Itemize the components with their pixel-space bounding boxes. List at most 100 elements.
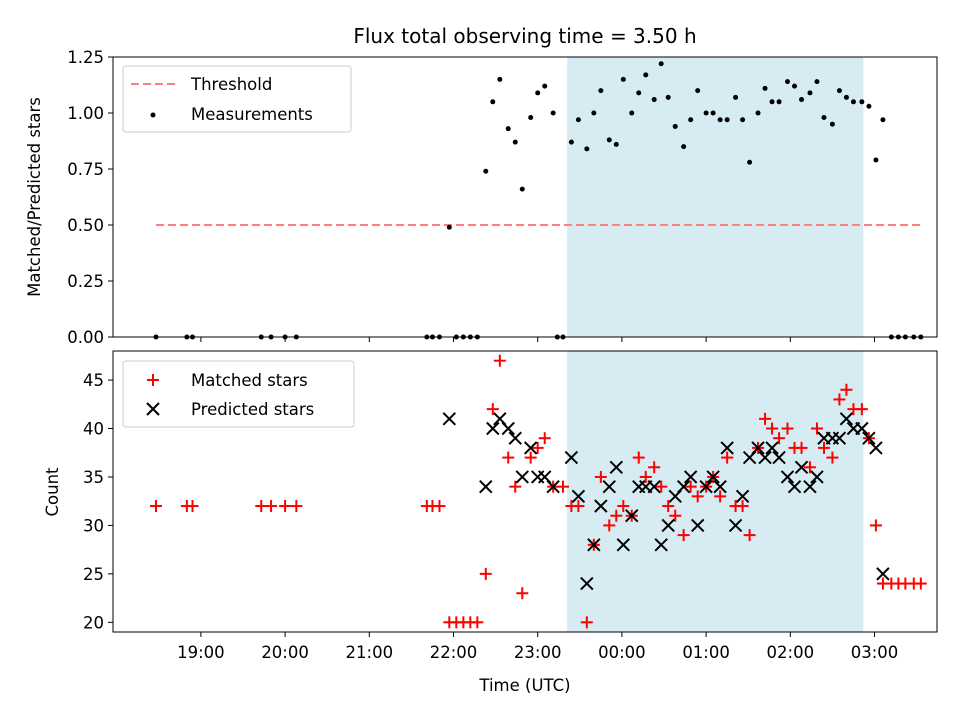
x-tick-label: 22:00 <box>430 643 478 662</box>
matched-star-point <box>655 480 668 493</box>
matched-star-point <box>662 500 675 513</box>
predicted-star-point <box>546 479 560 494</box>
measurement-point <box>483 168 489 174</box>
x-axis-label: Time (UTC) <box>478 676 570 695</box>
legend-predicted-label: Predicted stars <box>191 400 314 419</box>
top-y-tick-label: 1.25 <box>67 48 104 67</box>
predicted-star-point <box>706 470 720 484</box>
measurement-point <box>568 139 574 145</box>
measurement-point <box>807 90 813 96</box>
bottom-legend-box <box>122 360 355 428</box>
matched-star-point <box>773 432 786 445</box>
measurement-point <box>613 141 619 147</box>
matched-star-point <box>648 461 661 474</box>
matched-star-point <box>632 451 645 464</box>
matched-star-point <box>669 509 682 522</box>
top-y-tick-label: 0.50 <box>67 216 104 235</box>
predicted-star-point <box>803 479 817 494</box>
matched-star-point <box>150 500 162 513</box>
top-x-ticks <box>200 337 876 342</box>
top-observing-band <box>567 57 864 337</box>
measurement-point <box>606 137 612 143</box>
matched-star-point <box>914 577 927 590</box>
measurement-point <box>658 61 664 67</box>
matched-star-point <box>493 354 506 367</box>
x-tick-label: 01:00 <box>682 643 730 662</box>
measurement-point <box>651 97 657 103</box>
predicted-star-point <box>676 479 691 494</box>
matched-star-point <box>743 529 756 542</box>
measurement-point <box>446 224 452 230</box>
predicted-star-point <box>699 479 713 494</box>
matched-star-point <box>684 480 697 493</box>
bottom-y-tick-label: 35 <box>83 468 104 487</box>
matched-star-point <box>516 587 529 600</box>
predicted-star-point <box>728 518 743 533</box>
predicted-star-point <box>442 412 457 426</box>
measurement-point <box>836 88 842 94</box>
matched-star-point <box>736 500 749 513</box>
matched-star-point <box>471 616 484 629</box>
matched-star-point <box>610 509 623 522</box>
predicted-star-point <box>720 441 734 455</box>
measurement-point <box>733 94 739 100</box>
predicted-star-point <box>869 441 883 455</box>
measurement-point <box>643 72 649 78</box>
matched-star-point <box>833 393 846 406</box>
predicted-star-point <box>571 489 586 504</box>
x-tick-label: 23:00 <box>514 643 562 662</box>
measurement-point <box>550 110 556 116</box>
predicted-star-point <box>647 479 661 494</box>
matched-star-point <box>479 567 492 580</box>
matched-star-point <box>580 616 593 629</box>
measurement-point <box>859 99 865 105</box>
x-tick-label: 21:00 <box>346 643 394 662</box>
measurement-point <box>688 117 694 123</box>
matched-star-points <box>150 354 927 629</box>
top-y-ticks: 0.00 0.25 0.50 0.75 1.00 1.25 <box>67 48 113 347</box>
measurement-point <box>880 117 886 123</box>
matched-star-point <box>869 519 882 532</box>
measurement-point <box>776 99 782 105</box>
legend-threshold-label: Threshold <box>190 75 272 94</box>
matched-star-point <box>639 470 652 483</box>
legend-measurements-label: Measurements <box>191 105 313 124</box>
matched-star-point <box>265 500 278 513</box>
top-legend-box <box>122 65 352 133</box>
measurement-point <box>792 83 798 89</box>
measurement-point <box>769 99 775 105</box>
predicted-star-point <box>501 421 515 436</box>
matched-star-point <box>795 441 808 454</box>
predicted-star-point <box>758 450 772 465</box>
matched-star-point <box>721 451 734 464</box>
measurement-point <box>575 117 581 123</box>
measurement-point <box>821 114 827 120</box>
measurement-point <box>620 76 626 82</box>
matched-star-point <box>826 451 839 464</box>
matched-star-point <box>766 422 779 435</box>
legend-measurement-swatch <box>150 112 156 118</box>
predicted-star-point <box>794 460 809 474</box>
top-legend: Threshold Measurements <box>122 65 352 133</box>
matched-star-point <box>759 412 772 425</box>
top-y-tick-label: 0.00 <box>67 328 104 347</box>
measurement-points <box>153 61 924 340</box>
matched-star-point <box>531 441 544 454</box>
legend-predicted-swatch <box>146 402 160 416</box>
matched-star-point <box>509 480 522 493</box>
measurement-point <box>873 157 879 163</box>
matched-star-point <box>502 451 515 464</box>
bottom-y-tick-label: 40 <box>83 420 104 439</box>
measurement-point <box>799 97 805 103</box>
matched-star-point <box>290 500 303 513</box>
bottom-y-tick-label: 20 <box>83 613 104 632</box>
predicted-star-point <box>690 518 705 533</box>
matched-star-point <box>538 432 551 445</box>
predicted-star-point <box>862 431 876 445</box>
bottom-panel: 20 25 30 35 40 45 19:00 20:00 21:00 22:00 23:00 00… <box>43 350 938 695</box>
bottom-legend: Matched stars Predicted stars <box>122 360 355 428</box>
bottom-y-tick-label: 25 <box>83 565 104 584</box>
legend-matched-label: Matched stars <box>191 371 308 390</box>
measurement-point <box>497 76 503 82</box>
predicted-star-point <box>587 538 601 552</box>
